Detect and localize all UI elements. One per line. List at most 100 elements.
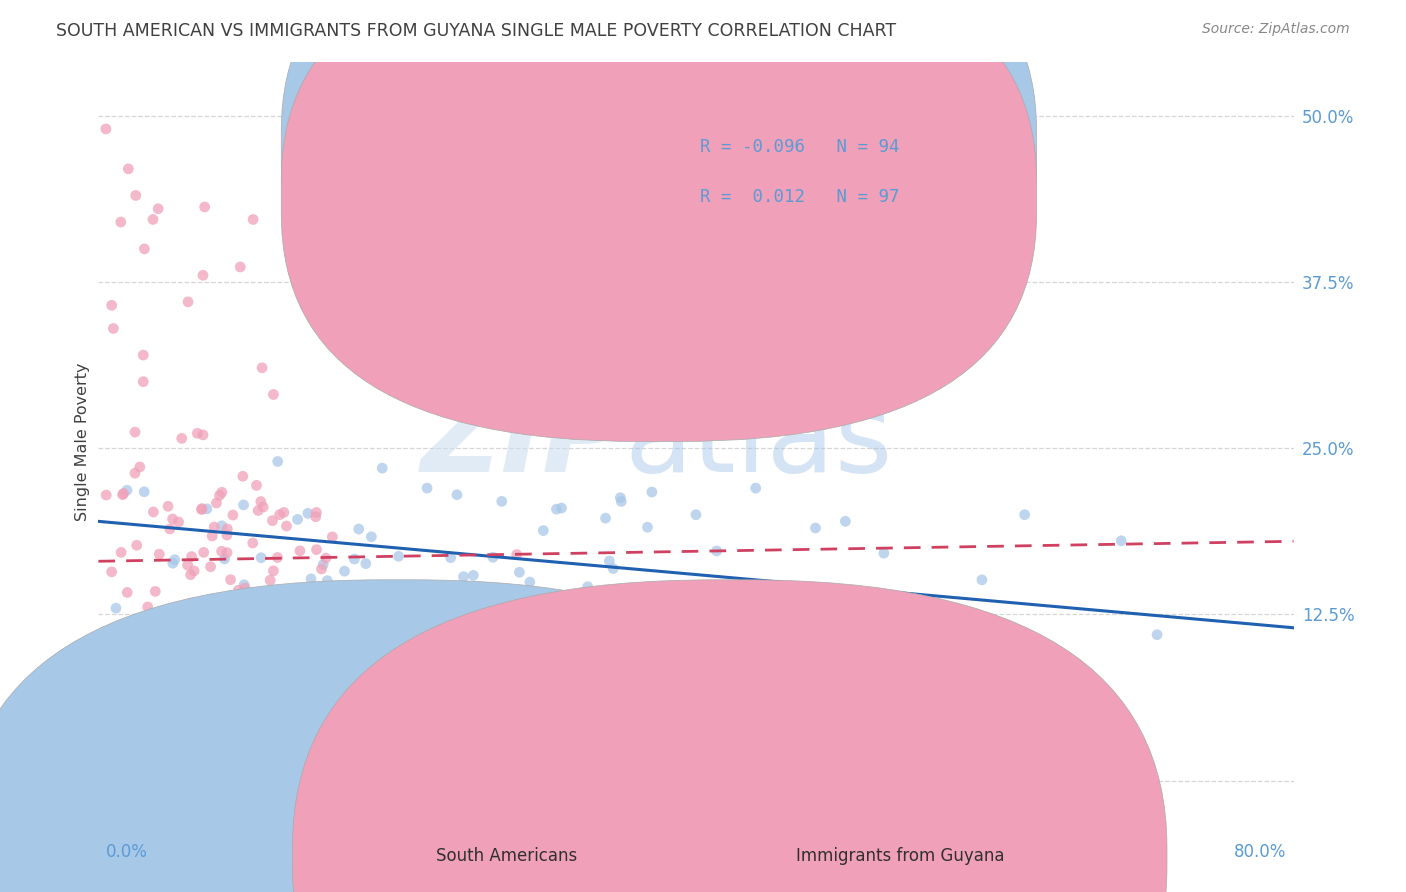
Point <box>610 494 633 508</box>
Point <box>305 506 328 520</box>
Point <box>125 538 148 552</box>
Point <box>333 564 356 578</box>
Point <box>128 459 150 474</box>
Point <box>388 549 411 564</box>
Point <box>446 488 468 502</box>
Point <box>1014 508 1036 522</box>
Point <box>180 549 202 564</box>
Point <box>284 701 307 715</box>
Point <box>360 530 382 544</box>
Point <box>163 552 186 566</box>
Point <box>217 522 239 536</box>
Point <box>683 642 706 657</box>
Point <box>191 268 214 283</box>
Point <box>100 565 122 579</box>
Point <box>159 522 181 536</box>
Point <box>699 612 721 626</box>
Point <box>531 524 554 538</box>
Point <box>970 573 993 587</box>
Point <box>463 568 485 582</box>
Text: ZIP: ZIP <box>420 388 624 495</box>
Point <box>416 481 439 495</box>
FancyBboxPatch shape <box>0 580 835 892</box>
Point <box>631 649 654 664</box>
Point <box>211 518 233 533</box>
Point <box>157 500 180 514</box>
Point <box>103 321 125 335</box>
FancyBboxPatch shape <box>281 0 1036 442</box>
Point <box>262 564 284 578</box>
Point <box>100 298 122 312</box>
Point <box>430 610 453 624</box>
Point <box>394 717 416 731</box>
Point <box>482 550 505 565</box>
Point <box>259 573 281 587</box>
Point <box>342 629 364 643</box>
Point <box>413 601 436 615</box>
Point <box>343 552 366 566</box>
FancyBboxPatch shape <box>292 580 1167 892</box>
Point <box>249 494 271 508</box>
Point <box>200 559 222 574</box>
Point <box>269 508 291 522</box>
Point <box>901 607 924 621</box>
Point <box>148 547 170 561</box>
Point <box>242 536 264 550</box>
Point <box>96 488 118 502</box>
Point <box>136 599 159 614</box>
Point <box>530 608 553 623</box>
Point <box>804 521 827 535</box>
Point <box>637 520 659 534</box>
Point <box>232 469 254 483</box>
Point <box>211 544 233 558</box>
Point <box>546 502 568 516</box>
Point <box>598 554 620 568</box>
Point <box>247 503 270 517</box>
Point <box>193 545 215 559</box>
Point <box>706 544 728 558</box>
Point <box>194 200 217 214</box>
Point <box>1146 628 1168 642</box>
Point <box>183 564 205 578</box>
Point <box>233 578 256 592</box>
Point <box>117 585 139 599</box>
Point <box>124 425 146 439</box>
Point <box>453 569 475 583</box>
Point <box>112 486 135 500</box>
Point <box>312 558 335 572</box>
Point <box>641 648 664 662</box>
Point <box>110 215 132 229</box>
Point <box>266 550 288 565</box>
Point <box>506 548 529 562</box>
Point <box>170 431 193 445</box>
Text: Immigrants from Guyana: Immigrants from Guyana <box>796 847 1004 865</box>
Point <box>444 601 467 615</box>
Point <box>700 401 723 416</box>
Point <box>110 545 132 559</box>
Point <box>214 552 236 566</box>
Point <box>134 484 156 499</box>
Point <box>316 574 339 588</box>
Point <box>160 647 183 661</box>
Point <box>262 514 284 528</box>
Point <box>232 498 254 512</box>
Point <box>228 583 250 598</box>
Point <box>700 698 723 713</box>
Point <box>242 212 264 227</box>
Point <box>297 507 319 521</box>
Point <box>124 467 146 481</box>
Text: 0.0%: 0.0% <box>105 843 148 861</box>
Point <box>305 542 328 557</box>
Point <box>134 242 156 256</box>
Point <box>201 529 224 543</box>
Point <box>143 584 166 599</box>
Point <box>392 582 415 596</box>
Point <box>162 556 184 570</box>
Point <box>186 426 208 441</box>
Point <box>299 572 322 586</box>
Point <box>602 561 624 575</box>
Point <box>491 494 513 508</box>
Point <box>315 551 337 566</box>
Point <box>382 685 405 699</box>
Point <box>117 161 139 176</box>
